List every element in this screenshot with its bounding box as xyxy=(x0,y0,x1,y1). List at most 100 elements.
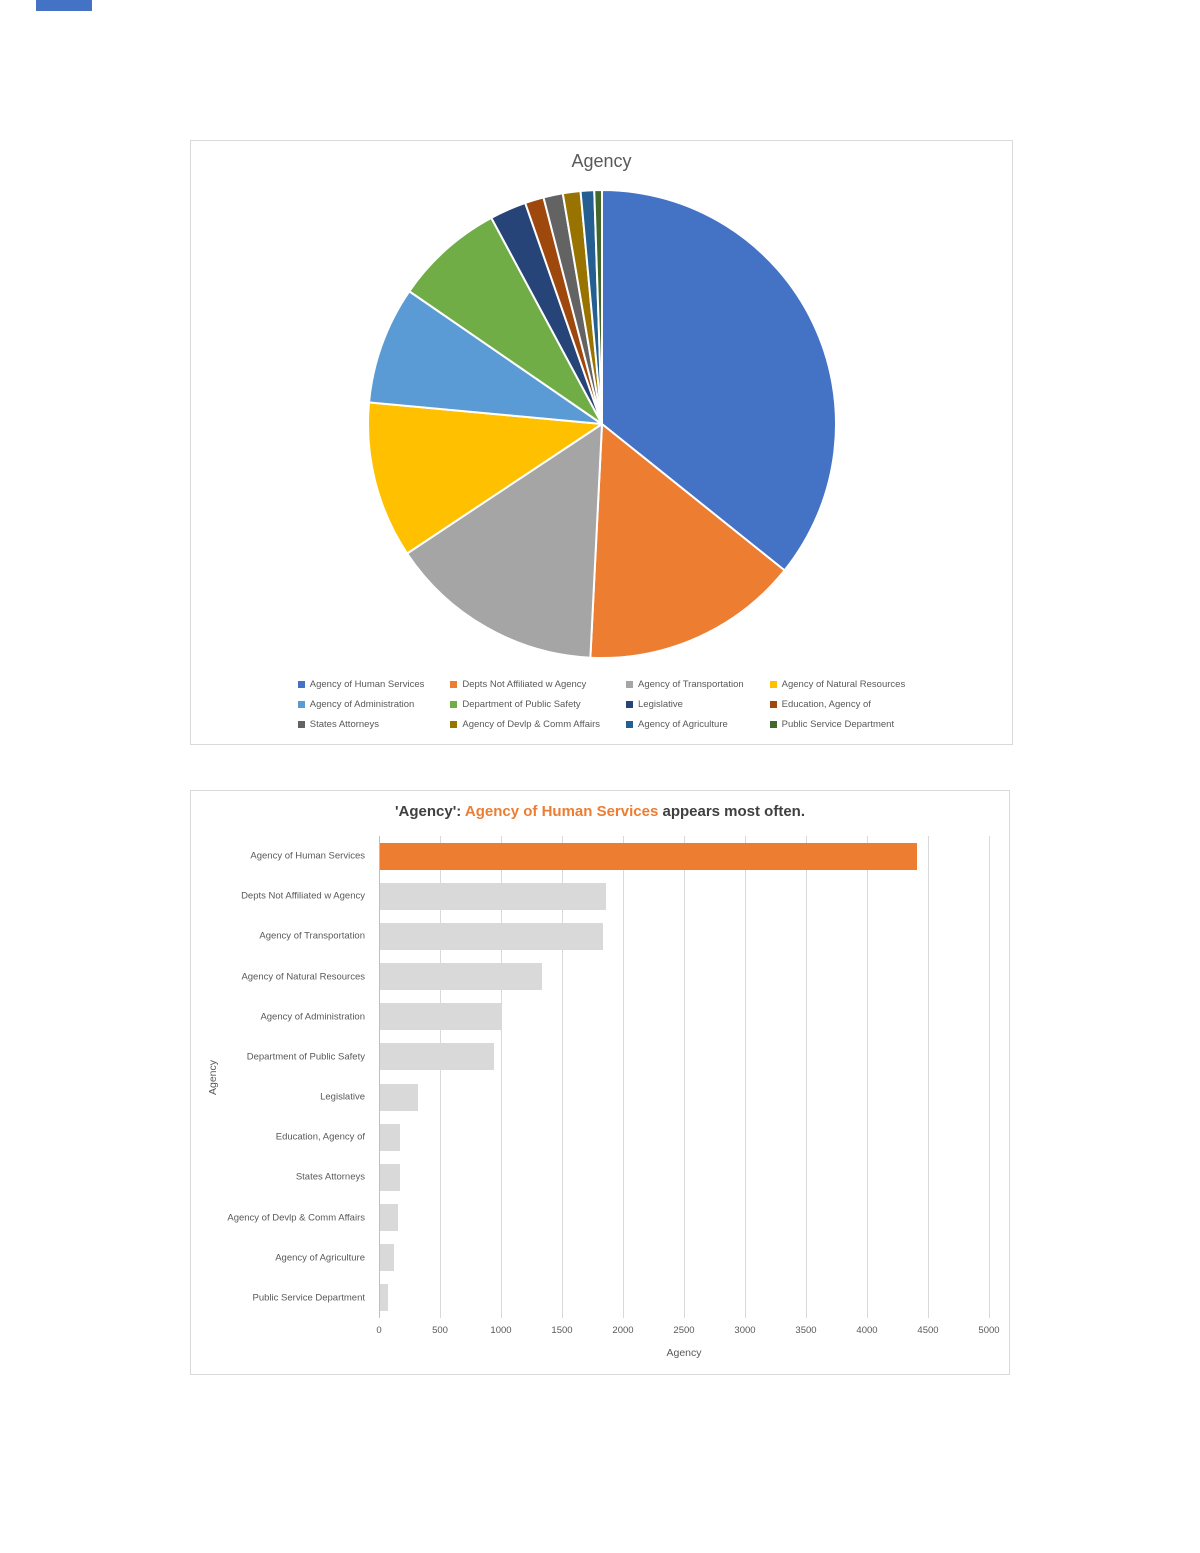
pie-slice xyxy=(593,189,603,425)
x-tick-label: 5000 xyxy=(978,1325,1000,1336)
legend-item: Department of Public Safety xyxy=(450,699,600,710)
gridline xyxy=(989,836,990,1318)
bar xyxy=(380,882,606,910)
bar-category-label: Agency of Administration xyxy=(260,1011,365,1023)
bar-chart-panel: 'Agency': Agency of Human Services appea… xyxy=(190,790,1010,1375)
bar-title-highlight: Agency of Human Services xyxy=(464,803,659,820)
gridline xyxy=(562,836,563,1318)
x-tick-label: 3000 xyxy=(734,1325,756,1336)
legend-label: Agency of Transportation xyxy=(638,679,744,690)
gridline xyxy=(745,836,746,1318)
pie-chart-title: Agency xyxy=(571,151,632,171)
legend-item: States Attorneys xyxy=(297,719,425,730)
legend-swatch xyxy=(626,681,634,688)
pie-legend: Agency of Human Services Depts Not Affili… xyxy=(191,679,1012,730)
legend-swatch xyxy=(297,721,305,728)
bar-plot xyxy=(379,836,990,1318)
pie-slice xyxy=(589,423,786,659)
bar xyxy=(380,1244,394,1272)
bar xyxy=(380,922,604,950)
x-tick-label: 1500 xyxy=(551,1325,573,1336)
gridline xyxy=(684,836,685,1318)
bar-category-label: Agency of Transportation xyxy=(259,930,365,942)
legend-swatch xyxy=(769,721,777,728)
legend-item: Depts Not Affiliated w Agency xyxy=(450,679,600,690)
x-axis-title: Agency xyxy=(666,1347,702,1359)
legend-item: Public Service Department xyxy=(769,719,906,730)
x-ticks: 0 500 1000 1500 2000 2500 3000 3500 4000 4500 5000 xyxy=(376,1325,999,1339)
bar-category-label: Public Service Department xyxy=(252,1292,365,1304)
gridline xyxy=(440,836,441,1318)
bar xyxy=(380,1083,418,1111)
bar-title-prefix: 'Agency': xyxy=(394,803,465,820)
legend-label: Education, Agency of xyxy=(781,699,871,710)
pie-slice xyxy=(601,189,837,572)
legend-label: Legislative xyxy=(638,699,683,710)
x-tick-label: 1000 xyxy=(490,1325,512,1336)
x-tick-label: 2500 xyxy=(673,1325,695,1336)
x-tick-label: 4500 xyxy=(917,1325,939,1336)
bar xyxy=(380,842,917,870)
legend-item: Agency of Transportation xyxy=(626,679,744,690)
legend-item: Legislative xyxy=(626,699,744,710)
gridline xyxy=(867,836,868,1318)
top-left-blue-mark xyxy=(36,0,92,11)
x-tick-label: 4000 xyxy=(856,1325,878,1336)
gridline xyxy=(379,836,380,1318)
gridline xyxy=(623,836,624,1318)
gridline xyxy=(501,836,502,1318)
bar-category-label: Education, Agency of xyxy=(275,1131,365,1143)
legend-swatch xyxy=(769,701,777,708)
legend-label: Department of Public Safety xyxy=(462,699,581,710)
bar-category-label: Depts Not Affiliated w Agency xyxy=(241,890,365,902)
bar xyxy=(380,1204,399,1232)
bar-title-suffix: appears most often. xyxy=(658,803,806,820)
pie-chart-panel: Agency Agency of Human Services Depts Not… xyxy=(190,140,1013,745)
legend-swatch xyxy=(450,681,458,688)
legend-swatch xyxy=(626,721,634,728)
bar-chart-title: 'Agency': Agency of Human Services appea… xyxy=(191,803,1009,820)
legend-item: Education, Agency of xyxy=(769,699,906,710)
legend-item: Agency of Administration xyxy=(297,699,425,710)
bar xyxy=(380,1123,400,1151)
legend-label: Depts Not Affiliated w Agency xyxy=(462,679,587,690)
bar xyxy=(380,1003,502,1031)
legend-label: Agency of Agriculture xyxy=(638,719,728,730)
legend-item: Agency of Natural Resources xyxy=(769,679,906,690)
bar-category-label: Agency of Human Services xyxy=(250,850,365,862)
legend-swatch xyxy=(450,721,458,728)
legend-label: States Attorneys xyxy=(309,719,379,730)
legend-item: Agency of Human Services xyxy=(297,679,425,690)
legend-swatch xyxy=(297,681,305,688)
legend-label: Agency of Devlp & Comm Affairs xyxy=(462,719,601,730)
bar xyxy=(380,963,543,991)
legend-swatch xyxy=(626,701,634,708)
legend-label: Public Service Department xyxy=(781,719,895,730)
legend-swatch xyxy=(450,701,458,708)
bar-category-label: States Attorneys xyxy=(295,1171,365,1183)
legend-item: Agency of Agriculture xyxy=(626,719,744,730)
pie-slice xyxy=(406,423,603,659)
pie-chart xyxy=(367,189,837,659)
bar-category-label: Agency of Devlp & Comm Affairs xyxy=(227,1212,365,1224)
bar xyxy=(380,1284,388,1312)
x-tick-label: 0 xyxy=(376,1325,382,1336)
x-tick-label: 3500 xyxy=(795,1325,817,1336)
gridline xyxy=(806,836,807,1318)
cat-labels: Agency of Human Services Depts Not Affili… xyxy=(191,836,371,1318)
bar-category-label: Legislative xyxy=(320,1091,365,1103)
gridline xyxy=(928,836,929,1318)
legend-label: Agency of Human Services xyxy=(309,679,425,690)
bar xyxy=(380,1163,401,1191)
bar-category-label: Department of Public Safety xyxy=(246,1051,365,1063)
pie-slice xyxy=(367,401,603,555)
bar xyxy=(380,1043,494,1071)
bar-category-label: Agency of Agriculture xyxy=(275,1252,365,1264)
legend-swatch xyxy=(297,701,305,708)
pie-slice xyxy=(368,290,603,425)
legend-label: Agency of Natural Resources xyxy=(781,679,906,690)
x-tick-label: 500 xyxy=(432,1325,448,1336)
legend-swatch xyxy=(769,681,777,688)
bar-category-label: Agency of Natural Resources xyxy=(241,971,365,983)
legend-label: Agency of Administration xyxy=(309,699,415,710)
